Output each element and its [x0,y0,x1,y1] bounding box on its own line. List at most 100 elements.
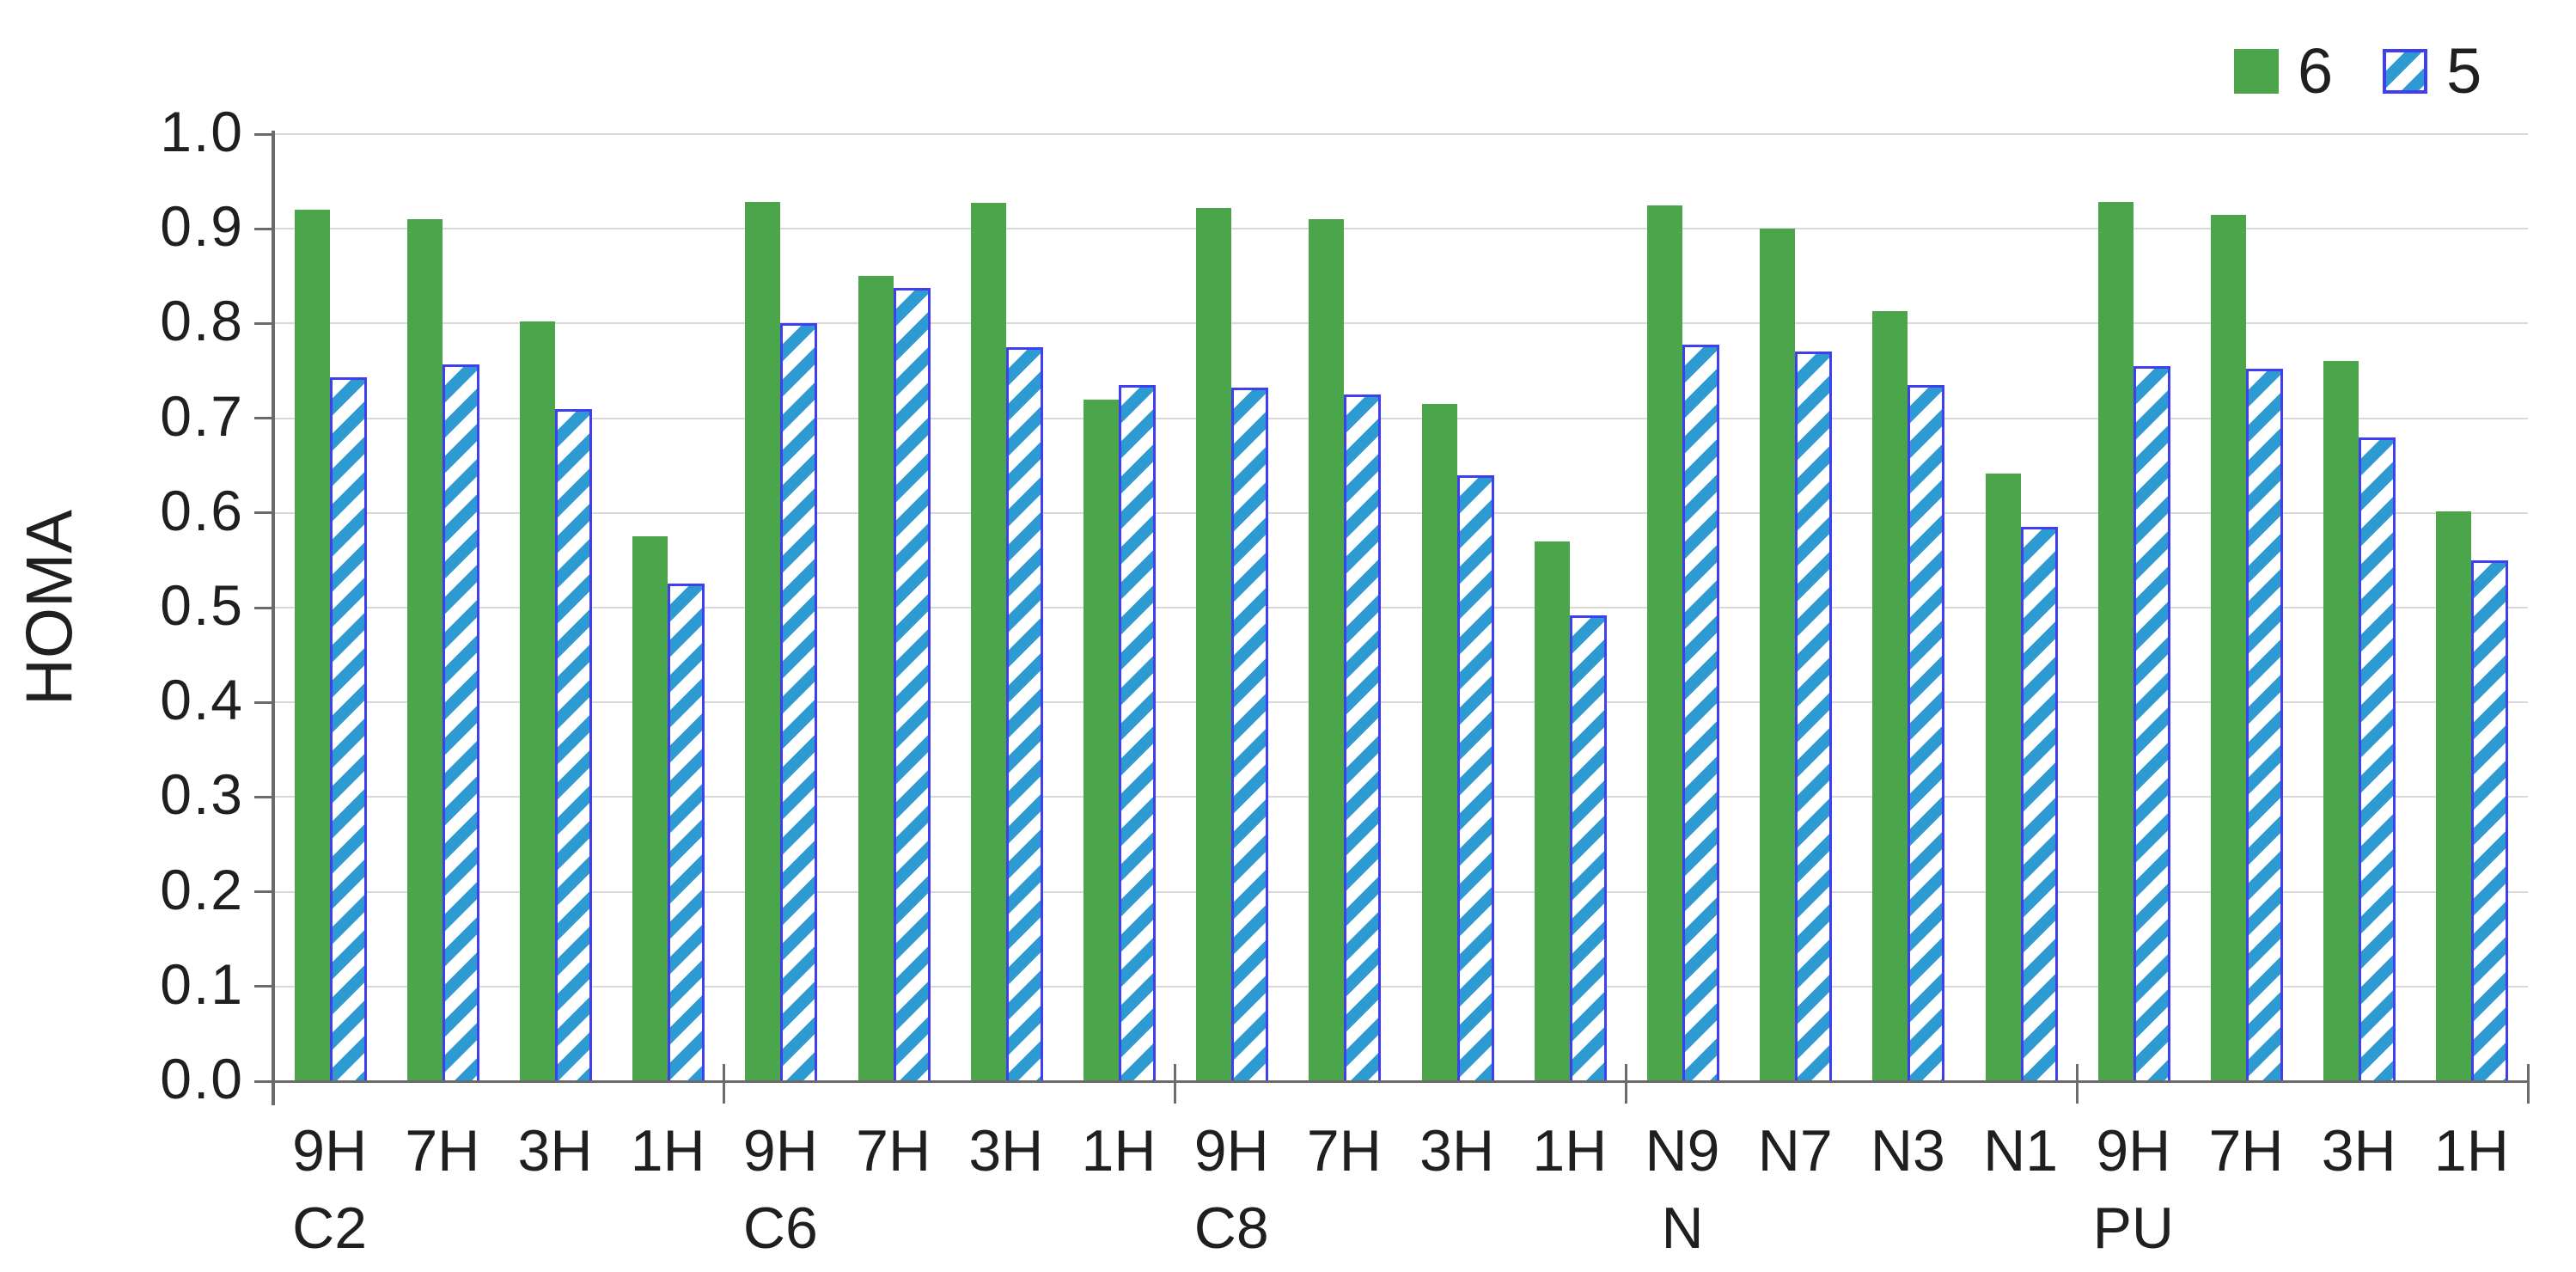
y-tick-0.5 [254,606,273,609]
legend-swatch-series-5 [2383,49,2428,94]
bar-6-C2-9H [294,210,330,1081]
y-tick-label-0.5: 0.5 [160,572,244,637]
gridline-0.2 [273,890,2528,893]
bar-6-C8-7H [1309,219,1345,1081]
bar-6-PU-9H [2097,202,2133,1081]
bar-6-PU-3H [2323,361,2359,1081]
bar-5-C6-9H [780,323,818,1081]
y-tick-0.2 [254,890,273,894]
x-label-C6-9H: 9H [742,1118,818,1183]
legend-label-series-6: 6 [2298,35,2334,107]
bar-5-C2-7H [442,364,479,1081]
y-tick-label-0.0: 0.0 [160,1046,244,1110]
y-tick-0.9 [254,227,273,230]
y-tick-label-0.4: 0.4 [160,668,244,732]
x-label-C2-7H: 7H [405,1118,480,1183]
bar-5-C6-3H [1005,346,1043,1081]
x-axis-line [272,1079,2530,1083]
gridline-0.4 [273,701,2528,704]
bar-5-PU-1H [2471,560,2509,1081]
x-label-N-N3: N3 [1870,1118,1945,1183]
x-label-C2-1H: 1H [630,1118,705,1183]
bar-5-PU-3H [2359,437,2396,1081]
y-tick-0.7 [254,417,273,420]
bar-6-C8-9H [1196,207,1232,1081]
bar-5-N-N1 [2020,527,2058,1081]
bar-6-C2-3H [520,321,555,1081]
x-label-C8-1H: 1H [1532,1118,1608,1183]
gridline-0.9 [273,228,2528,230]
gridline-1.0 [273,133,2528,135]
y-tick-label-0.3: 0.3 [160,762,244,827]
x-label-C6-3H: 3H [968,1118,1044,1183]
x-label-C8-7H: 7H [1306,1118,1382,1183]
bar-5-N-N3 [1908,385,1945,1081]
x-label-C8-3H: 3H [1419,1118,1495,1183]
bar-6-C6-3H [970,203,1006,1081]
y-tick-0.8 [254,321,273,325]
gridline-0.6 [273,511,2528,514]
bar-6-N-N1 [1985,473,2021,1081]
x-label-N-N1: N1 [1983,1118,2059,1183]
bar-5-C8-1H [1569,615,1607,1081]
x-group-label-C8: C8 [1193,1196,1269,1261]
x-axis-separator-after-C2 [723,1064,726,1104]
x-label-C6-7H: 7H [856,1118,931,1183]
bar-5-C8-9H [1231,388,1269,1081]
gridline-0.8 [273,322,2528,325]
y-tick-label-0.9: 0.9 [160,194,244,259]
gridline-0.3 [273,796,2528,798]
bar-5-PU-9H [2133,365,2170,1081]
bar-5-N-N7 [1795,352,1833,1081]
y-tick-0.0 [254,1079,273,1083]
x-label-PU-1H: 1H [2433,1118,2509,1183]
bar-5-C2-1H [668,584,705,1081]
legend-label-series-5: 5 [2446,35,2482,107]
bar-6-PU-7H [2211,214,2246,1081]
bar-5-C2-9H [329,377,367,1081]
bar-5-C6-7H [893,287,931,1081]
x-group-label-N: N [1661,1196,1704,1261]
y-axis-title: HOMA [13,510,87,706]
gridline-0.7 [273,417,2528,419]
bar-6-N-N9 [1647,205,1682,1081]
bar-5-C8-7H [1344,394,1382,1081]
x-label-C2-9H: 9H [292,1118,368,1183]
y-tick-label-0.6: 0.6 [160,478,244,542]
bar-6-C6-7H [858,276,894,1081]
x-group-label-PU: PU [2092,1196,2175,1261]
bar-6-C2-7H [406,219,443,1081]
y-tick-0.6 [254,511,273,515]
y-tick-0.1 [254,985,273,988]
x-axis-separator-after-C8 [1624,1064,1627,1104]
bar-6-PU-1H [2436,511,2472,1081]
gridline-0.5 [273,607,2528,608]
legend-swatch-series-6 [2234,49,2279,94]
y-tick-label-0.7: 0.7 [160,383,244,448]
legend: 6 5 [2234,35,2512,107]
bar-6-C8-1H [1534,541,1570,1081]
x-axis-separator-after-N [2075,1064,2079,1104]
gridline-0.1 [273,985,2528,988]
x-label-N-N7: N7 [1757,1118,1833,1183]
y-tick-0.3 [254,795,273,798]
x-label-C8-9H: 9H [1193,1118,1269,1183]
y-tick-label-0.1: 0.1 [160,951,244,1016]
bar-6-C2-1H [632,536,668,1081]
y-tick-0.4 [254,700,273,704]
x-label-C2-3H: 3H [517,1118,593,1183]
bar-6-C6-1H [1084,399,1119,1081]
bar-5-PU-7H [2246,369,2283,1081]
y-tick-label-0.2: 0.2 [160,857,244,921]
bar-5-N-N9 [1682,344,1719,1081]
bar-6-N-N7 [1760,229,1796,1081]
bar-6-C8-3H [1421,404,1457,1081]
bar-5-C2-3H [555,408,592,1081]
x-group-label-C2: C2 [292,1196,368,1261]
y-tick-1.0 [254,132,273,136]
x-label-N-N9: N9 [1645,1118,1720,1183]
bar-6-N-N3 [1872,311,1908,1081]
x-label-PU-3H: 3H [2321,1118,2396,1183]
x-label-PU-7H: 7H [2208,1118,2284,1183]
